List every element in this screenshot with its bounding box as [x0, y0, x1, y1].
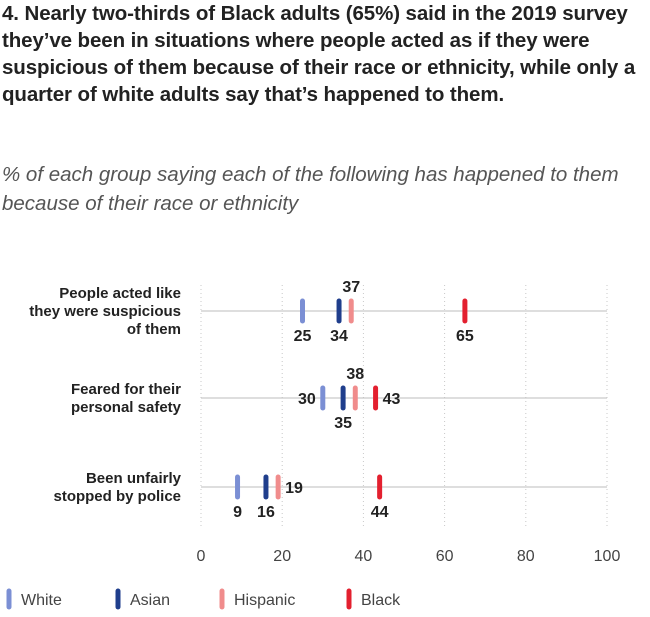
data-label-black-1: 43	[383, 391, 401, 408]
legend-label-black: Black	[361, 592, 401, 609]
x-tick-label: 40	[355, 548, 373, 565]
data-label-asian-0: 34	[330, 328, 348, 345]
data-label-black-2: 44	[371, 504, 389, 521]
data-label-white-1: 30	[298, 391, 316, 408]
x-tick-label: 80	[517, 548, 535, 565]
data-label-hispanic-1: 38	[346, 366, 364, 383]
category-label: Been unfairly	[86, 470, 182, 487]
x-tick-label: 60	[436, 548, 454, 565]
data-label-white-2: 9	[233, 504, 242, 521]
legend-label-hispanic: Hispanic	[234, 592, 295, 609]
category-label: People acted like	[59, 285, 181, 302]
data-label-black-0: 65	[456, 328, 474, 345]
category-label: personal safety	[71, 399, 182, 416]
category-label: they were suspicious	[29, 303, 181, 320]
data-label-asian-1: 35	[334, 415, 352, 432]
legend-label-asian: Asian	[130, 592, 170, 609]
chart-subtitle: % of each group saying each of the follo…	[2, 163, 619, 215]
category-label: of them	[127, 321, 181, 338]
x-tick-label: 100	[594, 548, 621, 565]
x-tick-label: 20	[273, 548, 291, 565]
category-label: Feared for their	[71, 381, 181, 398]
data-label-asian-2: 16	[257, 504, 275, 521]
category-label: stopped by police	[53, 488, 181, 505]
data-label-hispanic-2: 19	[285, 480, 303, 497]
legend-label-white: White	[21, 592, 62, 609]
data-label-hispanic-0: 37	[342, 279, 360, 296]
x-tick-label: 0	[197, 548, 206, 565]
data-label-white-0: 25	[294, 328, 312, 345]
chart-title: 4. Nearly two-thirds of Black adults (65…	[2, 2, 636, 106]
